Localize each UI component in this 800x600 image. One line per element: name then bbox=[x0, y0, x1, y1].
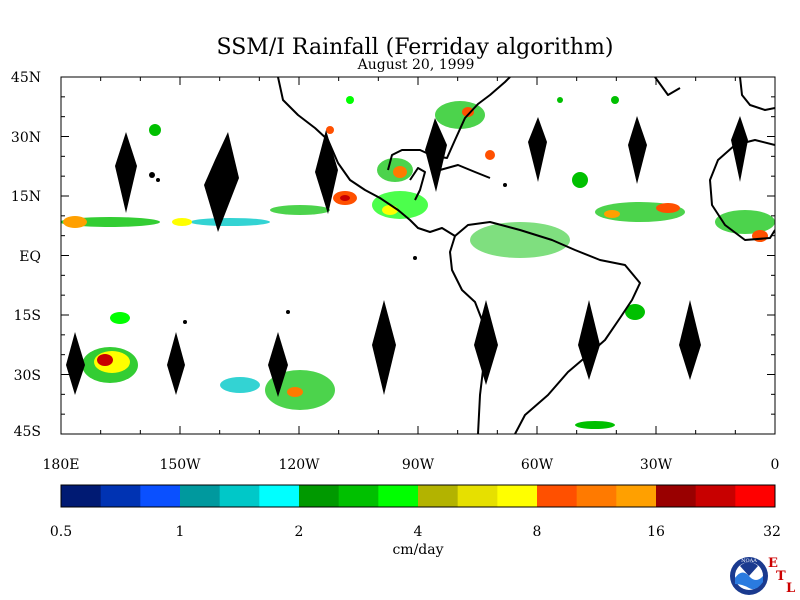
colorbar-unit: cm/day bbox=[392, 542, 443, 558]
colorbar-swatches bbox=[61, 485, 776, 507]
colorbar-swatch bbox=[656, 485, 697, 507]
etl-letter-e: E bbox=[768, 556, 778, 571]
lon-label: 90W bbox=[402, 457, 435, 473]
islands bbox=[149, 172, 507, 324]
noaa-logo: NOAA bbox=[730, 557, 768, 595]
colorbar-swatch bbox=[219, 485, 260, 507]
central-america-rain bbox=[372, 158, 428, 219]
colorbar-tick-label: 1 bbox=[176, 524, 185, 540]
colorbar-tick-label: 8 bbox=[533, 524, 542, 540]
swath-gap bbox=[115, 132, 137, 213]
swath-gap bbox=[167, 332, 185, 395]
lat-label: 15S bbox=[14, 308, 41, 324]
south-america-west bbox=[449, 235, 486, 434]
colorbar-swatch bbox=[616, 485, 657, 507]
colorbar-swatch bbox=[537, 485, 578, 507]
lat-label: EQ bbox=[19, 249, 41, 265]
lon-label: 150W bbox=[159, 457, 201, 473]
south-america-coast bbox=[454, 221, 641, 434]
etl-letters: E T L bbox=[768, 556, 795, 596]
swath-gap bbox=[578, 300, 600, 380]
colorbar-swatch bbox=[61, 485, 102, 507]
map-title: SSM/I Rainfall (Ferriday algorithm) bbox=[217, 35, 614, 60]
gulf-coast bbox=[387, 77, 511, 171]
longitude-axis: 180E 150W 120W 90W 60W 30W 0 bbox=[43, 457, 780, 473]
map-panel bbox=[61, 77, 775, 434]
colorbar-frame bbox=[60, 484, 776, 508]
colorbar-swatch bbox=[497, 485, 538, 507]
colorbar-swatch bbox=[735, 485, 776, 507]
lat-label: 30N bbox=[11, 130, 41, 146]
colorbar-tick-label: 2 bbox=[295, 524, 304, 540]
lat-label: 45S bbox=[14, 424, 41, 440]
swath-gap bbox=[66, 332, 85, 395]
north-america-coast bbox=[277, 77, 456, 237]
colorbar-swatch bbox=[338, 485, 379, 507]
etl-letter-l: L bbox=[786, 581, 795, 596]
lat-label: 30S bbox=[14, 368, 41, 384]
greenland-tip bbox=[654, 77, 681, 96]
axis-ticks bbox=[60, 76, 776, 435]
colorbar-tick-label: 0.5 bbox=[50, 524, 72, 540]
swath-gap bbox=[628, 116, 647, 184]
etl-letter-t: T bbox=[776, 569, 786, 584]
lon-label: 180E bbox=[43, 457, 80, 473]
colorbar-swatch bbox=[695, 485, 736, 507]
itcz-pacific-rain bbox=[61, 191, 357, 228]
swath-gap bbox=[425, 118, 447, 192]
colorbar-swatch bbox=[378, 485, 419, 507]
colorbar-tick-label: 4 bbox=[414, 524, 423, 540]
europe-coast bbox=[739, 77, 775, 111]
swath-gap bbox=[528, 117, 547, 182]
colorbar-swatch bbox=[100, 485, 141, 507]
scattered-showers bbox=[149, 96, 619, 188]
colorbar-swatch bbox=[259, 485, 300, 507]
colorbar-swatch bbox=[180, 485, 221, 507]
lat-label: 45N bbox=[11, 70, 41, 86]
swath-gap bbox=[204, 132, 239, 232]
colorbar-swatch bbox=[140, 485, 181, 507]
latitude-axis: 45N 30N 15N EQ 15S 30S 45S bbox=[11, 70, 41, 440]
colorbar-tick-label: 32 bbox=[763, 524, 781, 540]
colorbar: 0.5 1 2 4 8 16 32 cm/day bbox=[50, 484, 781, 558]
coastlines bbox=[277, 77, 775, 434]
lon-label: 0 bbox=[771, 457, 780, 473]
yucatan bbox=[409, 167, 426, 201]
colorbar-swatch bbox=[418, 485, 459, 507]
swath-gaps bbox=[66, 116, 748, 397]
lon-label: 30W bbox=[640, 457, 673, 473]
colorbar-swatch bbox=[299, 485, 340, 507]
swath-gap bbox=[315, 130, 338, 214]
swath-gap bbox=[474, 300, 498, 385]
rainfall-field bbox=[61, 96, 775, 429]
logo-org-text: NOAA bbox=[741, 558, 757, 564]
colorbar-swatch bbox=[457, 485, 498, 507]
map-date: August 20, 1999 bbox=[357, 57, 475, 73]
colorbar-tick-label: 16 bbox=[647, 524, 665, 540]
swath-gap bbox=[268, 332, 288, 397]
swath-gap bbox=[679, 300, 701, 380]
swath-gap bbox=[372, 300, 396, 395]
lon-label: 60W bbox=[521, 457, 554, 473]
lon-label: 120W bbox=[278, 457, 320, 473]
swath-gap bbox=[731, 116, 748, 182]
colorbar-swatch bbox=[576, 485, 617, 507]
cuba bbox=[439, 164, 491, 179]
lat-label: 15N bbox=[11, 189, 41, 205]
